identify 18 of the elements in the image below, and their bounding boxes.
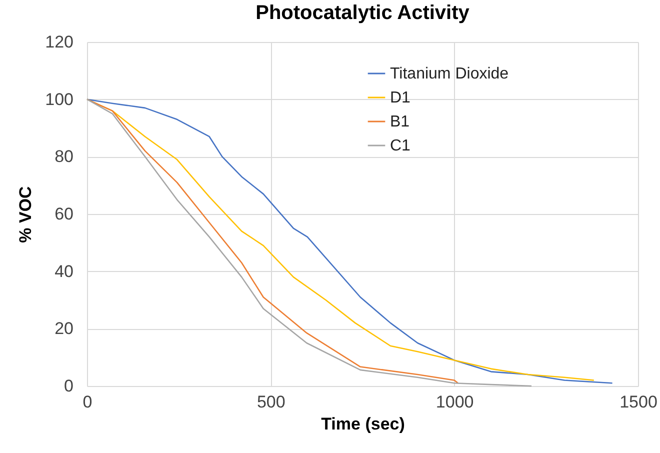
y-tick-label: 40	[54, 262, 74, 281]
y-tick-label: 80	[54, 147, 74, 166]
legend-label: B1	[390, 114, 410, 130]
y-axis-title: % VOC	[16, 186, 36, 243]
x-tick-label: 500	[256, 392, 286, 412]
legend-label: Titanium Dioxide	[390, 66, 509, 82]
x-tick-label: 0	[82, 392, 92, 412]
y-tick-label: 20	[54, 319, 74, 338]
x-axis-title: Time (sec)	[321, 414, 405, 434]
legend-label: D1	[390, 90, 411, 106]
y-tick-label: 100	[45, 90, 74, 109]
y-tick-label: 120	[45, 32, 74, 52]
y-tick-label: 60	[54, 204, 74, 224]
x-tick-label: 1500	[620, 392, 658, 412]
x-tick-label: 1000	[436, 392, 474, 412]
y-tick-label: 0	[64, 376, 74, 396]
legend-label: C1	[390, 138, 411, 154]
chart-title: Photocatalytic Activity	[256, 2, 470, 24]
